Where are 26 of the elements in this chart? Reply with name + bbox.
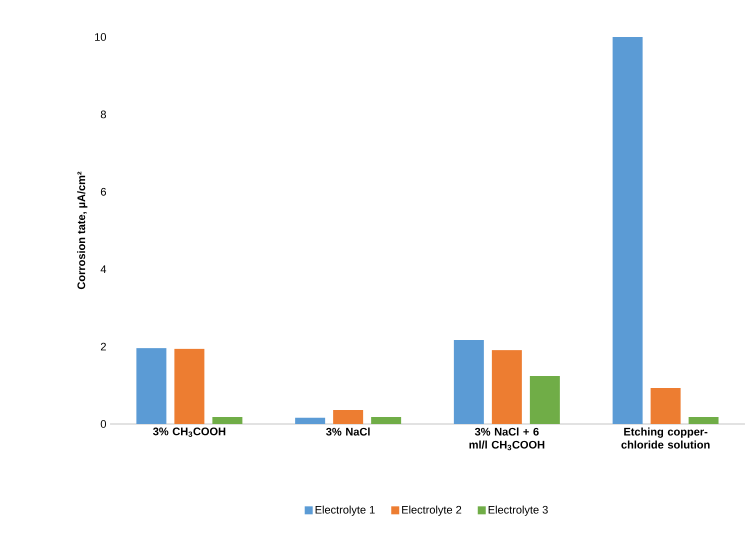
bar [454,340,484,424]
legend-label: Electrolyte 1 [316,506,375,516]
bar [136,348,166,424]
y-tick-label: 2 [100,342,106,350]
y-tick-label: 6 [100,188,106,196]
bar [174,348,204,424]
bar [530,376,560,424]
x-tick-label: 3% NaCl [326,428,370,436]
bar [333,410,364,424]
bar [371,417,402,424]
x-tick-label: 3% CH$_{3}$COOH [153,428,226,437]
y-tick-label: 0 [100,420,106,428]
x-tick-label: 3% NaCl + 6 ml/l CH$_{3}$COOH [469,428,544,450]
x-tick-label: Etching copper-chloride solution [621,428,710,449]
bar [492,350,522,424]
bar [212,417,242,424]
y-tick-label: 10 [95,33,106,41]
bar [688,417,719,424]
legend-label: Electrolyte 3 [488,506,548,516]
y-tick-label: 4 [100,265,106,273]
legend-label: Electrolyte 2 [402,506,462,516]
y-axis-title: Corrosion tate, µA/cm² [77,172,88,290]
bar [612,36,643,424]
bar [295,418,326,424]
y-tick-label: 8 [100,110,106,118]
bar [650,388,681,424]
